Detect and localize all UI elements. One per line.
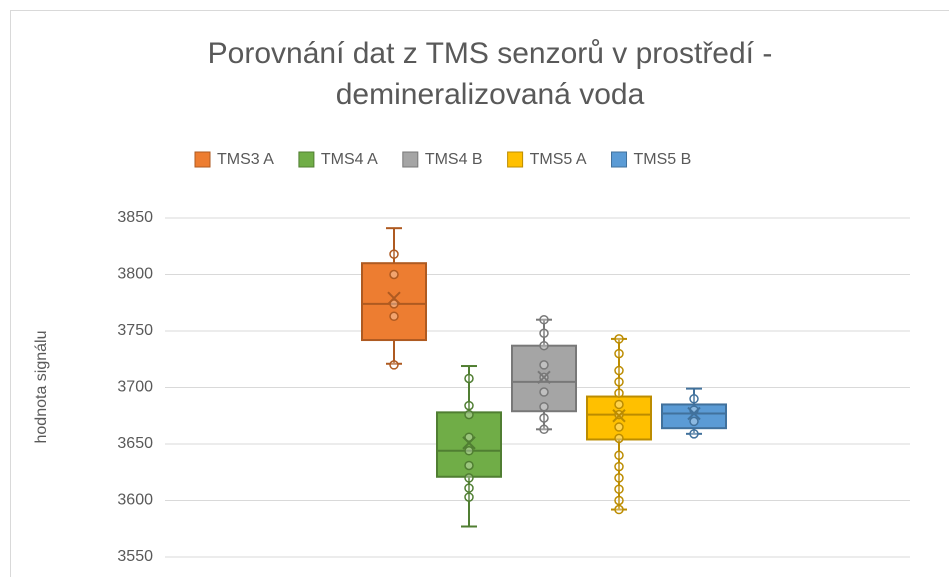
data-point (614, 461, 624, 472)
y-tick-label: 3650 (117, 435, 153, 452)
data-point (614, 388, 624, 398)
data-point (464, 409, 474, 420)
mean-marker (387, 291, 401, 305)
box (361, 262, 427, 342)
data-point (614, 422, 624, 432)
legend-label: TMS5 B (634, 151, 692, 168)
mean-marker (537, 370, 551, 385)
chart-border (10, 10, 949, 577)
data-point (614, 399, 624, 410)
data-point (464, 446, 474, 456)
data-point (539, 340, 549, 351)
data-point (389, 360, 399, 370)
y-tick-label: 3550 (117, 548, 153, 565)
data-point (539, 401, 549, 412)
data-point (464, 373, 474, 384)
mean-marker (612, 409, 626, 423)
data-point (389, 249, 399, 259)
chart-title: demineralizovaná voda (336, 78, 645, 111)
data-point (689, 416, 699, 427)
data-point (614, 504, 624, 515)
data-point (464, 460, 474, 471)
mean-marker (462, 436, 476, 450)
legend-swatch (298, 151, 315, 168)
data-point (614, 348, 624, 359)
legend-swatch (507, 151, 524, 168)
y-axis-label: hodnota signálu (33, 331, 50, 444)
legend-label: TMS3 A (217, 151, 274, 168)
y-tick-label: 3600 (117, 492, 153, 509)
data-point (614, 495, 624, 506)
legend-label: TMS4 A (321, 151, 378, 168)
data-point (539, 314, 549, 325)
legend-label: TMS4 B (425, 151, 483, 168)
data-point (464, 483, 474, 493)
data-point (614, 365, 624, 376)
data-point (539, 360, 549, 370)
y-tick-label: 3850 (117, 209, 153, 226)
data-point (689, 394, 699, 404)
data-point (614, 473, 624, 483)
data-point (614, 450, 624, 461)
legend-swatch (611, 151, 628, 168)
chart-title: Porovnání dat z TMS senzorů v prostředí … (208, 37, 773, 70)
data-point (539, 413, 549, 423)
data-point (614, 334, 624, 344)
mean-marker (687, 406, 701, 421)
legend-label: TMS5 A (530, 151, 587, 168)
legend-swatch (402, 151, 419, 168)
data-point (389, 299, 399, 309)
box (661, 403, 727, 430)
box (436, 411, 502, 478)
data-point (539, 328, 549, 339)
data-point (539, 387, 549, 397)
data-point (614, 433, 624, 444)
data-point (389, 269, 399, 280)
data-point (464, 473, 474, 483)
data-point (689, 429, 699, 439)
data-point (539, 424, 549, 435)
data-point (464, 492, 474, 502)
data-point (389, 311, 399, 322)
data-point (614, 377, 624, 387)
y-tick-label: 3750 (117, 322, 153, 339)
y-tick-label: 3800 (117, 266, 153, 283)
data-point (464, 432, 474, 442)
y-tick-label: 3700 (117, 379, 153, 396)
data-point (614, 484, 624, 494)
legend-swatch (194, 151, 211, 168)
data-point (464, 400, 474, 411)
